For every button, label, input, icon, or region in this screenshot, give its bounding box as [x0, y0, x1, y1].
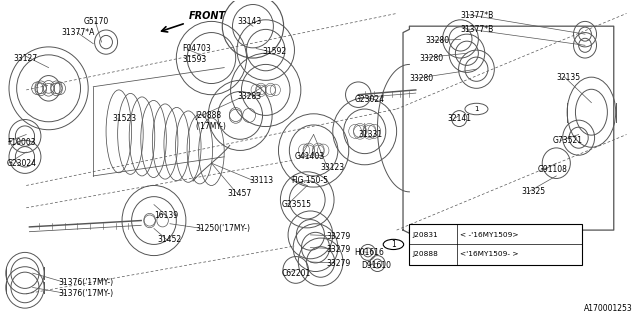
Text: 33280: 33280: [419, 53, 443, 62]
Text: 31377*A: 31377*A: [61, 28, 95, 37]
Text: 33279: 33279: [326, 232, 351, 241]
Text: D91610: D91610: [362, 261, 392, 270]
Text: 33143: 33143: [237, 17, 261, 26]
Text: G91108: G91108: [537, 165, 567, 174]
Text: 31457: 31457: [227, 189, 252, 198]
Text: 31593: 31593: [182, 55, 207, 64]
Text: 33113: 33113: [250, 176, 274, 185]
Text: G23515: G23515: [282, 200, 312, 209]
Text: A170001253: A170001253: [584, 304, 633, 313]
Text: G41403: G41403: [294, 152, 324, 161]
Text: F04703: F04703: [182, 44, 211, 53]
Text: 31376('17MY-): 31376('17MY-): [58, 289, 113, 298]
Text: F10003: F10003: [7, 138, 36, 147]
Text: 31452: 31452: [157, 235, 181, 244]
Text: 31377*B: 31377*B: [461, 11, 493, 20]
Text: 33279: 33279: [326, 259, 351, 268]
Text: 33283: 33283: [237, 92, 261, 101]
Text: 33280: 33280: [426, 36, 449, 45]
Text: 31331: 31331: [358, 130, 383, 139]
Text: G23024: G23024: [355, 95, 385, 104]
Text: FIG.150-5: FIG.150-5: [291, 176, 328, 185]
Text: C62201: C62201: [282, 268, 311, 278]
Text: H01616: H01616: [354, 248, 384, 257]
Text: J20888: J20888: [195, 111, 221, 120]
Text: J20888: J20888: [412, 251, 438, 257]
Text: ('17MY-): ('17MY-): [195, 122, 227, 131]
Text: 31250('17MY-): 31250('17MY-): [195, 224, 250, 233]
Text: <'16MY1509- >: <'16MY1509- >: [460, 251, 518, 257]
Text: G23024: G23024: [7, 159, 37, 168]
Text: 16139: 16139: [154, 211, 178, 220]
Text: J20831: J20831: [412, 232, 438, 238]
Text: 31377*B: 31377*B: [461, 25, 493, 34]
Text: 1: 1: [474, 106, 479, 112]
FancyBboxPatch shape: [410, 224, 582, 265]
Text: G5170: G5170: [84, 17, 109, 26]
Text: G73521: G73521: [553, 136, 583, 145]
Text: 31376('17MY-): 31376('17MY-): [58, 278, 113, 287]
Text: 33127: 33127: [13, 53, 38, 62]
Text: 33123: 33123: [320, 164, 344, 172]
Text: < -'16MY1509>: < -'16MY1509>: [460, 232, 518, 238]
Text: 32135: 32135: [556, 73, 580, 82]
Text: 33279: 33279: [326, 245, 351, 254]
Text: 31592: 31592: [262, 47, 287, 56]
Text: 33280: 33280: [410, 74, 433, 83]
Text: FRONT: FRONT: [189, 12, 226, 21]
Text: 32141: 32141: [448, 114, 472, 123]
Text: 31523: 31523: [113, 114, 136, 123]
Text: 31325: 31325: [521, 188, 545, 196]
Text: 1: 1: [391, 240, 396, 249]
